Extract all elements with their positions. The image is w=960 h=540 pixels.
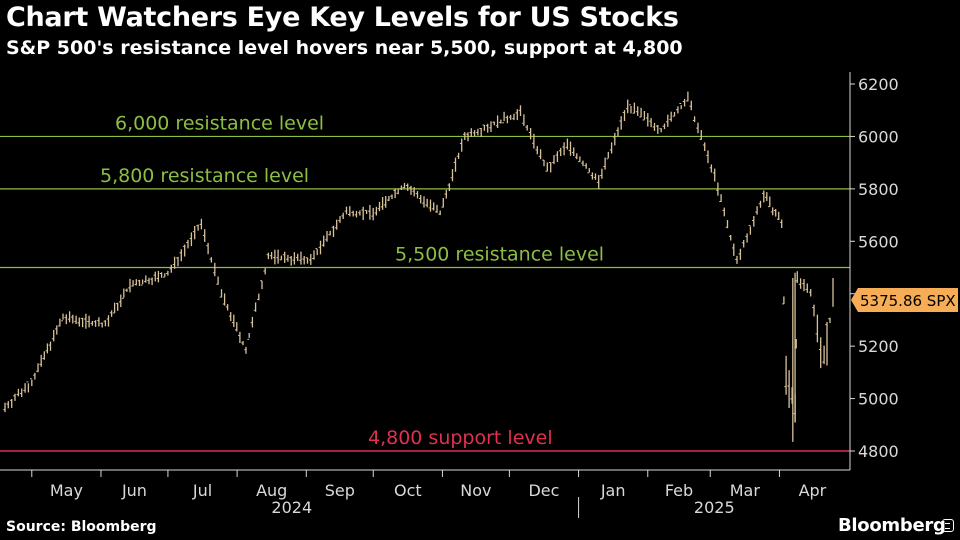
y-tick-label: 5800 <box>858 180 899 199</box>
x-tick-label: Mar <box>730 481 761 500</box>
last-value-badge <box>851 288 958 313</box>
reference-labels: 6,000 resistance level 5,800 resistance l… <box>100 112 604 449</box>
x-year-label: 2024 <box>271 498 312 517</box>
x-tick-label: Jul <box>192 481 212 500</box>
x-tick-label: Feb <box>665 481 693 500</box>
x-year-label: 2025 <box>694 498 735 517</box>
y-tick-label: 5600 <box>858 232 899 251</box>
reference-line-label: 6,000 resistance level <box>115 112 324 134</box>
x-tick-label: Nov <box>460 481 491 500</box>
x-tick-label: Oct <box>394 481 422 500</box>
brand-chat-icon <box>942 519 954 532</box>
x-tick-label: Jun <box>121 481 147 500</box>
y-tick-label: 5000 <box>858 390 899 409</box>
reference-line-label: 5,800 resistance level <box>100 165 309 187</box>
y-tick-label: 6200 <box>858 75 899 94</box>
x-tick-label: Dec <box>528 481 559 500</box>
y-tick-label: 4800 <box>858 442 899 461</box>
chart-title: Chart Watchers Eye Key Levels for US Sto… <box>6 2 679 33</box>
last-value-group: 5375.86 SPX <box>851 288 958 313</box>
x-tick-label: Sep <box>325 481 355 500</box>
axes: 48005000520054005600580060006200MayJunJu… <box>0 72 899 518</box>
source-note: Source: Bloomberg <box>6 519 157 535</box>
reference-line-label: 4,800 support level <box>368 427 553 449</box>
x-tick-label: Apr <box>799 481 827 500</box>
brand-logo-text: Bloomberg <box>838 515 946 536</box>
x-tick-label: Jan <box>600 481 626 500</box>
last-value-label: 5375.86 SPX <box>860 292 956 310</box>
reference-line-label: 5,500 resistance level <box>395 244 604 266</box>
x-tick-label: May <box>50 481 83 500</box>
price-bars <box>3 91 834 442</box>
y-tick-label: 6000 <box>858 127 899 146</box>
y-tick-label: 5200 <box>858 337 899 356</box>
reference-lines <box>0 135 850 452</box>
x-tick-label: Aug <box>256 481 287 500</box>
chart-subtitle: S&P 500's resistance level hovers near 5… <box>6 37 683 59</box>
